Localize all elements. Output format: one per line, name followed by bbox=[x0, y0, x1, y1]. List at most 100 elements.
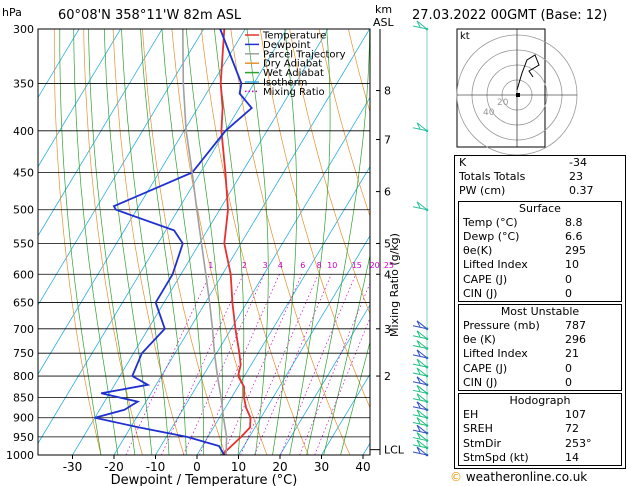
wet-adiabat bbox=[73, 29, 119, 455]
stat-label: Totals Totals bbox=[459, 170, 526, 184]
stats-table: K -34 Totals Totals 23 PW (cm) 0.37 Surface… bbox=[454, 155, 626, 469]
wind-barb bbox=[412, 424, 428, 434]
pressure-tick-label: 500 bbox=[13, 204, 34, 217]
wind-barb bbox=[412, 376, 428, 386]
wind-barb bbox=[412, 439, 428, 449]
hodograph-ring-label: 40 bbox=[483, 108, 495, 118]
copyright-text: weatheronline.co.uk bbox=[465, 470, 588, 484]
stat-row: Pressure (mb) 787 bbox=[463, 319, 586, 333]
dry-adiabat bbox=[230, 29, 351, 455]
most-unstable-section: Most Unstable Pressure (mb) 787 θe (K) 296… bbox=[458, 303, 622, 391]
isotherm-line bbox=[38, 29, 80, 99]
mixing-ratio-label: 2 bbox=[242, 261, 247, 270]
mixing-ratio-label: 20 bbox=[370, 261, 380, 270]
dry-adiabat bbox=[318, 29, 370, 218]
temp-tick-label: -30 bbox=[63, 460, 83, 474]
wet-adiabat bbox=[161, 29, 204, 455]
hodograph-section: Hodograph EH 107 SREH 72 StmDir 253° StmSpd… bbox=[458, 393, 622, 466]
wind-barb bbox=[412, 122, 428, 132]
parcel-trajectory-line bbox=[182, 29, 228, 455]
wet-adiabat bbox=[88, 29, 136, 455]
pressure-tick-label: 300 bbox=[13, 23, 34, 36]
stat-row: EH 107 bbox=[463, 408, 586, 422]
km-tick-label: 4 bbox=[384, 268, 391, 281]
asl-label: ASL bbox=[373, 16, 394, 29]
pressure-tick-label: 1000 bbox=[6, 449, 34, 462]
temp-tick-label: 20 bbox=[272, 460, 287, 474]
km-tick-label: 7 bbox=[384, 134, 391, 147]
copyright-icon: © bbox=[450, 470, 462, 484]
wind-barbs bbox=[412, 20, 429, 457]
mixing-ratio-label: 1 bbox=[208, 261, 213, 270]
isotherm-line bbox=[38, 29, 122, 168]
most-unstable-title: Most Unstable bbox=[500, 304, 580, 318]
stat-row: Dewp (°C) 6.6 bbox=[463, 229, 583, 243]
stat-value: 0.37 bbox=[569, 184, 594, 198]
pressure-tick-label: 850 bbox=[13, 391, 34, 404]
stat-row-totals: Totals Totals 23 bbox=[455, 170, 625, 184]
stat-row: CIN (J) 0 bbox=[463, 286, 572, 300]
wet-adiabat bbox=[59, 29, 102, 455]
wet-adiabat bbox=[246, 29, 269, 455]
hodograph-trace bbox=[516, 54, 540, 91]
legend-label: Temperature bbox=[262, 31, 326, 42]
stat-label: K bbox=[459, 156, 467, 169]
plot-frame bbox=[37, 28, 371, 456]
location-title: 60°08'N 358°11'W 82m ASL bbox=[58, 8, 242, 23]
dry-adiabat bbox=[200, 29, 309, 455]
stat-value: -34 bbox=[569, 156, 587, 169]
pressure-tick-label: 400 bbox=[13, 125, 34, 138]
mixing-ratio-line bbox=[299, 282, 370, 455]
stat-row: StmDir 253° bbox=[463, 436, 592, 450]
km-tick-label: 6 bbox=[384, 186, 391, 199]
wet-adiabat bbox=[323, 253, 370, 455]
pressure-tick-label: 550 bbox=[13, 237, 34, 250]
pressure-tick-label: 450 bbox=[13, 166, 34, 179]
copyright: © weatheronline.co.uk bbox=[450, 470, 587, 484]
isotherm-line bbox=[321, 373, 370, 455]
pressure-tick-label: 700 bbox=[13, 323, 34, 336]
hpa-label: hPa bbox=[2, 6, 22, 19]
hodograph-ring-label: 20 bbox=[497, 98, 509, 108]
hodograph-unit-label: kt bbox=[460, 31, 470, 42]
wind-barb bbox=[412, 320, 428, 330]
temp-tick-label: 0 bbox=[193, 460, 201, 474]
hodograph-title: Hodograph bbox=[509, 394, 571, 407]
isotherm-line bbox=[38, 29, 246, 375]
wind-barb bbox=[412, 401, 428, 411]
stat-row: θe(K) 295 bbox=[463, 244, 586, 258]
mixing-ratio-label: 4 bbox=[278, 261, 283, 270]
wind-barb bbox=[412, 358, 428, 368]
surface-section: Surface Temp (°C) 8.8 Dewp (°C) 6.6 θe(K) 2… bbox=[458, 200, 622, 302]
wind-barb bbox=[412, 409, 428, 419]
wind-barb bbox=[412, 432, 428, 442]
mixing-ratio-line bbox=[161, 274, 244, 455]
mixing-ratio-label: 6 bbox=[300, 261, 305, 270]
legend-label: Dry Adiabat bbox=[263, 59, 322, 70]
hodograph-frame bbox=[456, 28, 546, 148]
chart-lines-group bbox=[38, 29, 370, 455]
wet-adiabat bbox=[121, 29, 170, 455]
mixing-ratio-label: 25 bbox=[384, 261, 394, 270]
stat-row: CIN (J) 0 bbox=[463, 375, 572, 389]
km-label: km bbox=[375, 3, 393, 16]
wet-adiabat bbox=[140, 29, 187, 455]
stat-row: Lifted Index 21 bbox=[463, 347, 579, 361]
stat-label: PW (cm) bbox=[459, 184, 506, 198]
wet-adiabat bbox=[185, 29, 223, 455]
wet-adiabat bbox=[103, 29, 153, 455]
temp-tick-label: -10 bbox=[146, 460, 166, 474]
pressure-tick-label: 950 bbox=[13, 431, 34, 444]
axis-text-group: 3003504004505005506006507007508008509009… bbox=[6, 23, 405, 486]
hodograph-storm-motion bbox=[516, 93, 520, 97]
dry-adiabat bbox=[142, 29, 226, 455]
stat-row: θe (K) 296 bbox=[463, 333, 586, 347]
temperature-line bbox=[219, 29, 252, 455]
isotherm-line bbox=[196, 165, 370, 455]
wind-barb bbox=[412, 393, 428, 403]
km-tick-label: 5 bbox=[384, 237, 391, 250]
km-tick-label: 2 bbox=[384, 370, 391, 383]
